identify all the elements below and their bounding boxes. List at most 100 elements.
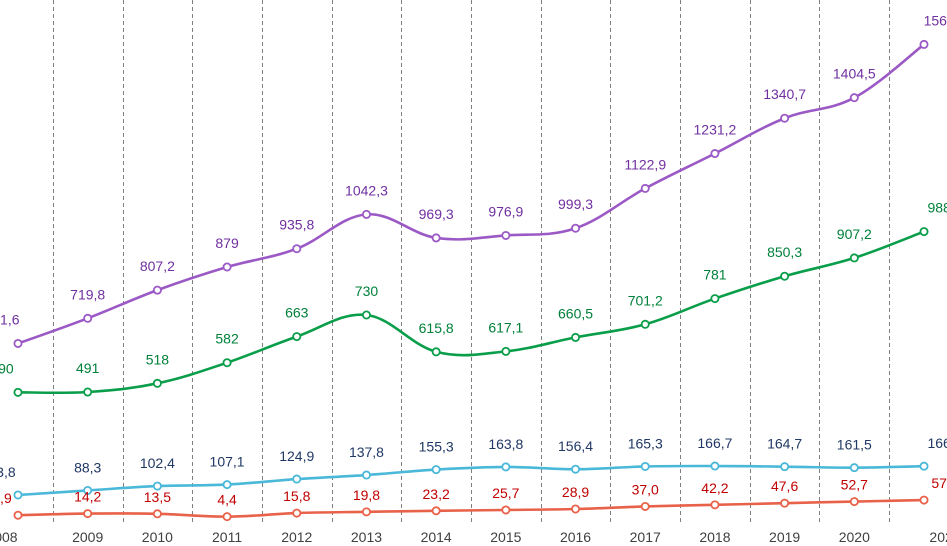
series-blue-data-label: 137,8 — [349, 444, 384, 460]
series-red-data-label: 37,0 — [632, 481, 659, 497]
series-red-point — [501, 505, 511, 515]
series-blue-line — [16, 464, 926, 497]
series-purple-data-label: 1404,5 — [833, 66, 876, 82]
series-green-point — [919, 227, 929, 237]
series-green-point — [571, 332, 581, 342]
series-red-data-label: 47,6 — [771, 478, 798, 494]
series-blue-data-label: 124,9 — [279, 448, 314, 464]
series-purple-point — [13, 338, 23, 348]
series-green-data-label: 582 — [215, 331, 239, 347]
series-purple-point — [849, 93, 859, 103]
series-red-point — [222, 512, 232, 522]
series-lines — [13, 39, 929, 522]
series-purple-data-label: 1340,7 — [763, 86, 806, 102]
series-red-point — [919, 495, 929, 505]
series-red-data-label: 19,8 — [353, 487, 380, 503]
series-red-point — [13, 510, 23, 520]
series-green-point — [780, 271, 790, 281]
series-purple-data-label: 807,2 — [140, 258, 175, 274]
series-green-data-label: 907,2 — [837, 226, 872, 242]
x-tick-label: 2016 — [560, 529, 591, 545]
series-red-point — [849, 497, 859, 507]
series-blue-data-label: 102,4 — [140, 455, 175, 471]
series-blue-point — [222, 480, 232, 490]
series-blue-data-label: 165,3 — [628, 435, 663, 451]
series-green-point — [152, 378, 162, 388]
series-purple-data-label: 1122,9 — [624, 156, 666, 172]
x-tick-label: 2011 — [212, 529, 242, 545]
series-red-data-label: 8,9 — [0, 490, 12, 506]
series-green-point — [13, 387, 23, 397]
series-purple-point — [919, 39, 929, 49]
series-green-data-label: 730 — [355, 283, 379, 299]
series-blue-point — [919, 461, 929, 471]
x-axis: 2008 2009 2010 2011 2012 2013 2014 2015 2016 2017… — [0, 529, 947, 545]
series-green-data-label: 617,1 — [488, 319, 523, 335]
series-green-data-label: 781 — [703, 267, 727, 283]
series-purple-point — [152, 285, 162, 295]
series-blue-data-label: 166,7 — [697, 435, 732, 451]
series-green-data-label: 850,3 — [767, 244, 802, 260]
series-green-point — [710, 294, 720, 304]
series-red-point — [571, 504, 581, 514]
x-tick-label: 2020 — [839, 529, 870, 545]
series-green-point — [431, 347, 441, 357]
series-red-point — [780, 498, 790, 508]
series-green-point — [292, 332, 302, 342]
series-blue-data-label: 163,8 — [488, 436, 523, 452]
series-blue-point — [780, 462, 790, 472]
series-red-data-label: 13,5 — [144, 489, 171, 505]
series-purple-point — [292, 244, 302, 254]
series-green-point — [83, 387, 93, 397]
series-green-data-label: 490 — [0, 360, 14, 376]
series-blue-point — [710, 461, 720, 471]
series-red-data-label: 23,2 — [423, 486, 450, 502]
x-tick-label: 2021 — [929, 529, 947, 545]
x-tick-label: 2015 — [490, 529, 521, 545]
series-green-point — [640, 319, 650, 329]
series-blue-point — [13, 490, 23, 500]
series-blue-point — [292, 474, 302, 484]
series-red-point — [292, 508, 302, 518]
series-purple-point — [361, 209, 371, 219]
x-tick-label: 2010 — [142, 529, 173, 545]
series-green-data-label: 988,9 — [927, 200, 947, 216]
series-green-data-label: 663 — [285, 305, 309, 321]
series-red-point — [83, 509, 93, 519]
series-green-point — [849, 253, 859, 263]
series-green-point — [222, 358, 232, 368]
series-red-point — [710, 500, 720, 510]
series-purple-point — [431, 233, 441, 243]
series-blue-point — [501, 462, 511, 472]
x-tick-label: 2017 — [630, 529, 661, 545]
x-tick-label: 2019 — [769, 529, 800, 545]
series-blue-data-label: 164,7 — [767, 436, 802, 452]
series-purple-data-label: 969,3 — [419, 206, 454, 222]
series-blue-point — [431, 465, 441, 475]
series-blue-data-label: 73,8 — [0, 464, 16, 480]
series-purple-data-label: 976,9 — [488, 203, 523, 219]
series-purple-point — [222, 262, 232, 272]
series-blue-point — [361, 470, 371, 480]
grid-lines — [53, 0, 890, 525]
series-blue-point — [571, 464, 581, 474]
series-purple-point — [780, 113, 790, 123]
series-red-data-label: 28,9 — [562, 484, 589, 500]
series-red-data-label: 57,5 — [931, 475, 947, 491]
series-purple-point — [640, 183, 650, 193]
series-purple-data-label: 1042,3 — [345, 182, 388, 198]
series-blue-point — [83, 485, 93, 495]
series-red-point — [152, 509, 162, 519]
series-green-data-label: 660,5 — [558, 305, 593, 321]
series-purple-data-label: 935,8 — [279, 217, 314, 233]
series-red-data-label: 25,7 — [492, 485, 519, 501]
series-purple-data-label: 1231,2 — [694, 122, 737, 138]
x-tick-label: 2008 — [0, 529, 18, 545]
x-tick-label: 2018 — [699, 529, 730, 545]
series-blue-point — [640, 461, 650, 471]
series-red-data-label: 4,4 — [217, 492, 237, 508]
series-red-line — [16, 498, 926, 518]
series-red-data-label: 15,8 — [283, 488, 310, 504]
series-red-point — [640, 501, 650, 511]
